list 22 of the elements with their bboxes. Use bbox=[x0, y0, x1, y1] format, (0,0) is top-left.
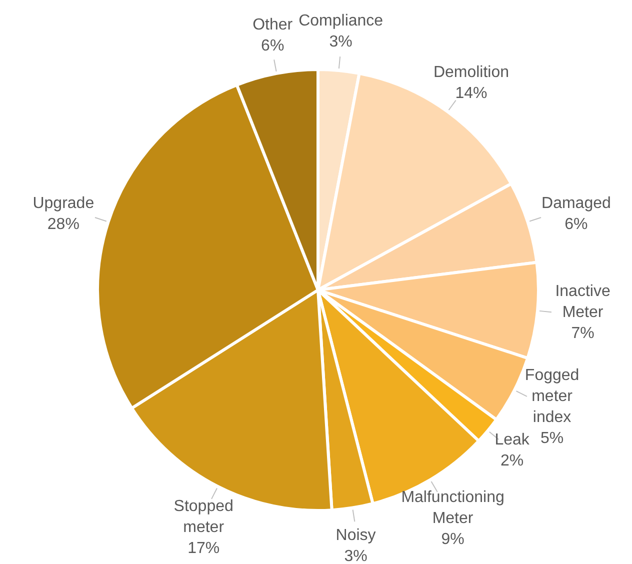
slice-label: Inactive Meter bbox=[555, 283, 610, 322]
slice-label: Compliance bbox=[298, 12, 384, 30]
data-label: 6% bbox=[261, 37, 284, 54]
data-label: 17% bbox=[188, 540, 220, 557]
data-label: 5% bbox=[540, 430, 564, 447]
slice-label: Damaged bbox=[542, 195, 611, 212]
data-label: 9% bbox=[441, 531, 464, 548]
data-label: 28% bbox=[47, 216, 80, 234]
slice-label: Fogged meter index bbox=[524, 366, 580, 426]
slice-label: Other bbox=[252, 16, 294, 34]
slice-label: Stopped meter bbox=[174, 498, 234, 536]
data-label: 7% bbox=[571, 325, 594, 342]
data-label: 3% bbox=[344, 548, 368, 564]
slice-label: Leak bbox=[494, 431, 530, 448]
slice-label: Demolition bbox=[433, 64, 510, 82]
data-label: 2% bbox=[500, 452, 524, 470]
data-label: 6% bbox=[564, 216, 588, 234]
data-label: 14% bbox=[455, 85, 488, 102]
slice-label: Upgrade bbox=[32, 195, 94, 212]
data-label: 3% bbox=[329, 34, 352, 51]
slice-label: Malfunctioning Meter bbox=[401, 489, 504, 528]
slice-label: Noisy bbox=[336, 526, 376, 544]
